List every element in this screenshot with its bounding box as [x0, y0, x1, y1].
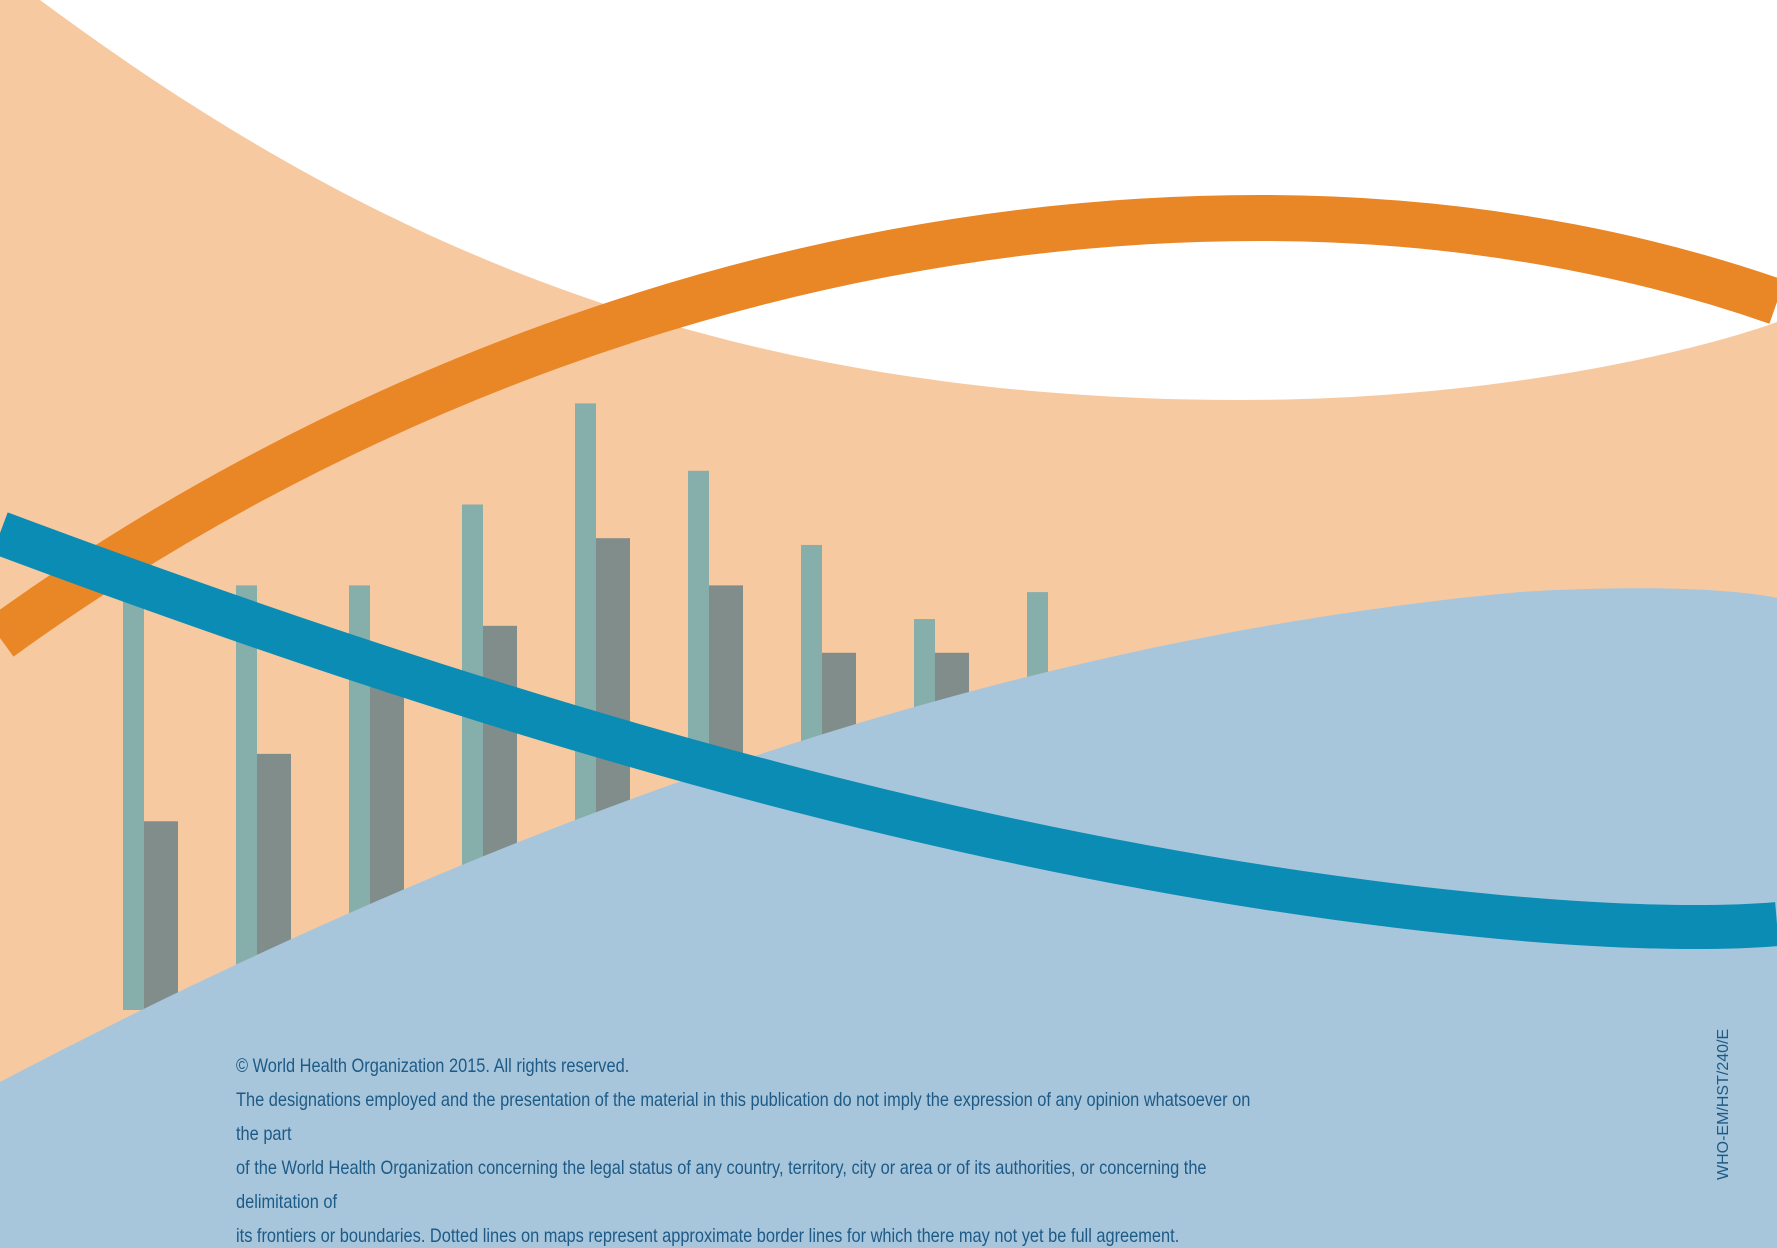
disclaimer-line-3: its frontiers or boundaries. Dotted line… — [236, 1225, 1180, 1247]
disclaimer-line-2: of the World Health Organization concern… — [236, 1157, 1207, 1213]
copyright-notice: © World Health Organization 2015. All ri… — [236, 1049, 1278, 1248]
document-code: WHO-EM/HST/240/E — [1715, 1028, 1732, 1180]
bar-series1-3 — [349, 585, 370, 1010]
bar-series1-2 — [236, 585, 257, 1010]
light-blue-hill — [0, 588, 1777, 1248]
orange-ribbon — [0, 194, 1777, 657]
teal-ribbon — [0, 512, 1777, 950]
copyright-line: © World Health Organization 2015. All ri… — [236, 1055, 630, 1077]
bar-series1-1 — [123, 578, 144, 1010]
bar-series2-1 — [144, 821, 178, 1010]
disclaimer-line-1: The designations employed and the presen… — [236, 1089, 1251, 1145]
